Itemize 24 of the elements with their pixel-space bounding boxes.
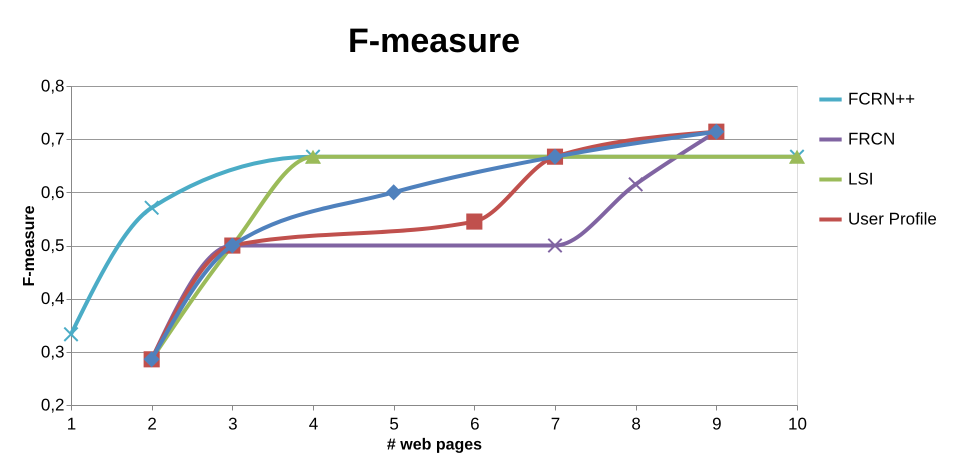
y-tick-label: 0,4 — [40, 289, 64, 308]
x-tick-label: 10 — [788, 414, 807, 434]
y-tick-label: 0,6 — [40, 182, 64, 202]
x-tick-label: 5 — [389, 414, 399, 434]
legend-label: User Profile — [848, 210, 937, 228]
y-axis-title: F-measure — [20, 205, 38, 286]
legend-label: FRCN — [848, 130, 896, 148]
x-tick-label: 1 — [66, 414, 76, 434]
x-tick-label: 6 — [470, 414, 480, 434]
x-tick-label: 8 — [631, 414, 641, 434]
y-tick-label: 0,3 — [40, 342, 64, 362]
legend-label: FCRN++ — [848, 90, 916, 108]
y-tick-label: 0,2 — [40, 396, 64, 414]
y-tick-label: 0,7 — [40, 130, 64, 149]
x-tick-label: 4 — [308, 414, 318, 434]
legend-label: LSI — [848, 170, 874, 188]
y-tick-label: 0,5 — [40, 236, 64, 255]
x-axis-title: # web pages — [386, 436, 482, 454]
chart-title: F-measure — [348, 22, 520, 60]
y-tick-label: 0,8 — [40, 76, 64, 96]
x-tick-label: 3 — [228, 414, 238, 434]
x-tick-label: 7 — [550, 414, 560, 434]
x-tick-label: 9 — [712, 414, 722, 434]
x-tick-label: 2 — [147, 414, 157, 434]
